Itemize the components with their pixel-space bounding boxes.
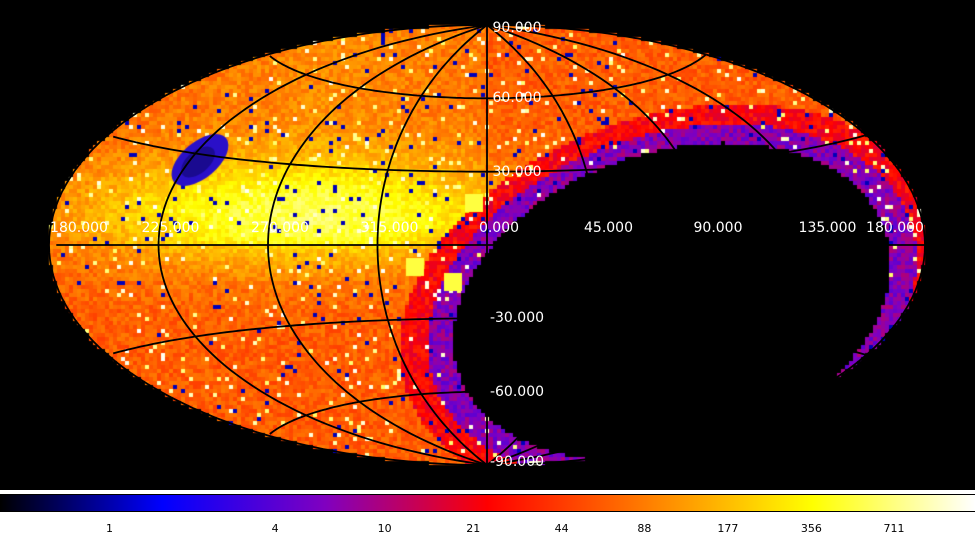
colorbar-tick-label: 4 [271, 522, 279, 535]
parallel-line [269, 53, 707, 100]
coordinate-grid [0, 0, 975, 490]
colorbar: 1 4 10 21 44 88 177 356 711 [0, 490, 975, 537]
colorbar-tick-label: 44 [554, 522, 569, 535]
colorbar-tick-label: 711 [883, 522, 905, 535]
parallel-line [112, 134, 867, 173]
colorbar-tick-label: 88 [637, 522, 652, 535]
colorbar-tick-label: 10 [377, 522, 392, 535]
colorbar-tick-label: 21 [466, 522, 481, 535]
sky-map[interactable]: 180.000 135.000 90.000 45.000 0.000 315.… [0, 0, 975, 490]
parallel-line [269, 390, 707, 437]
colorbar-tick-label: 356 [800, 522, 822, 535]
parallel-line [112, 317, 867, 356]
colorbar-gradient [0, 494, 975, 512]
colorbar-tick-label: 177 [717, 522, 739, 535]
colorbar-tick-label: 1 [105, 522, 113, 535]
